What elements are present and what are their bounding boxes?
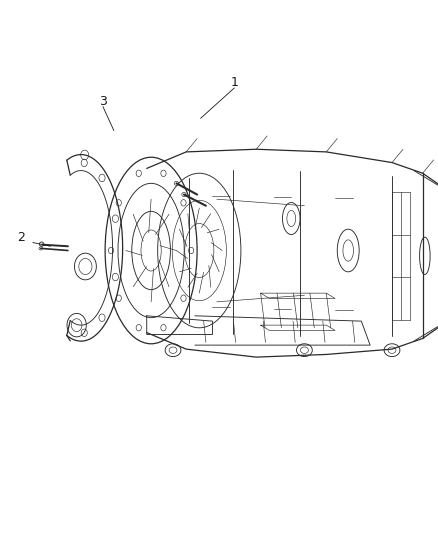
Text: 2: 2	[17, 231, 25, 244]
Text: 1: 1	[230, 76, 238, 89]
Text: 3: 3	[99, 95, 107, 108]
